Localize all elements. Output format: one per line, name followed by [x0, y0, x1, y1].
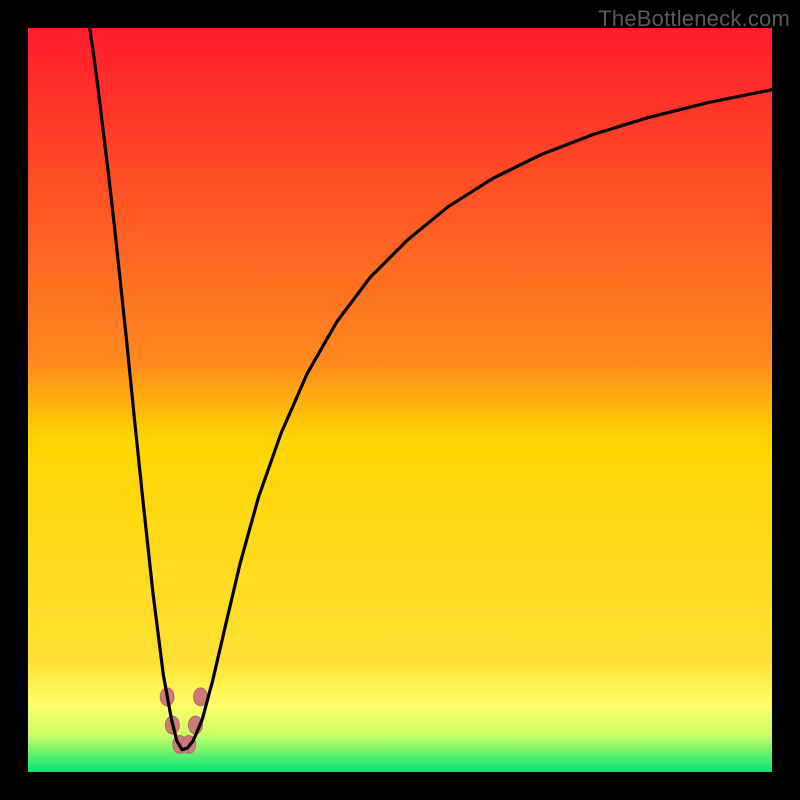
plot-area: [28, 28, 772, 772]
chart-svg: [28, 28, 772, 772]
watermark-text: TheBottleneck.com: [598, 6, 790, 32]
chart-frame: TheBottleneck.com: [0, 0, 800, 800]
gradient-background: [28, 28, 772, 772]
